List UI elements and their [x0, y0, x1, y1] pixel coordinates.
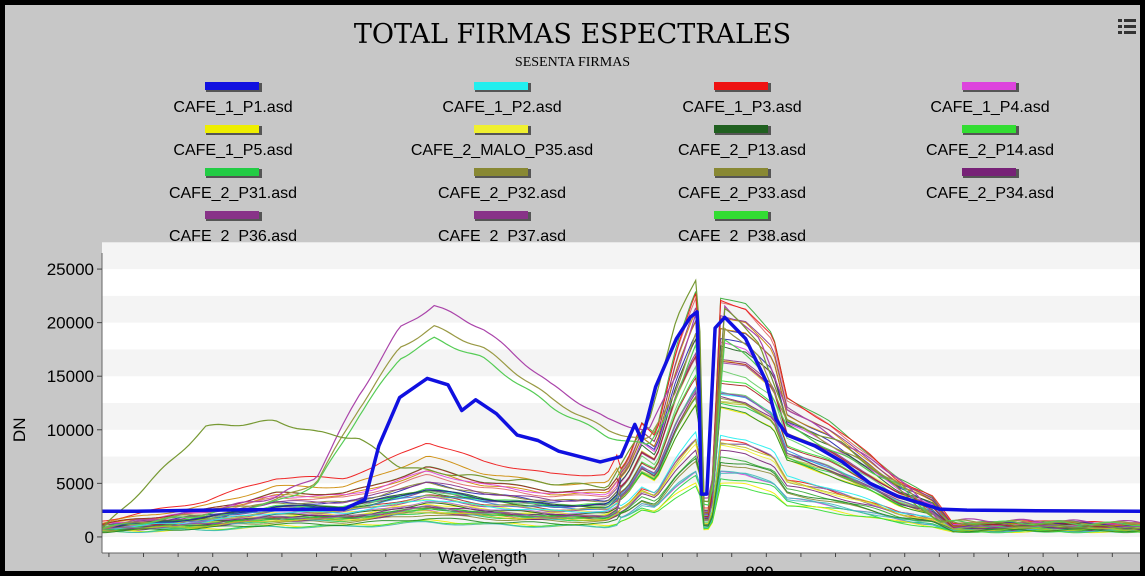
x-tick-label: 400	[192, 563, 220, 571]
legend-swatch	[205, 82, 259, 90]
y-tick-label: 15000	[47, 367, 94, 386]
signature-line	[101, 389, 1140, 530]
legend-label: CAFE_2_P34.asd	[926, 185, 1054, 202]
legend-swatch	[205, 168, 259, 176]
legend-swatch	[714, 82, 768, 90]
legend-swatch	[962, 168, 1016, 176]
legend: CAFE_1_P1.asd CAFE_1_P2.asd CAFE_1_P3.asd C…	[169, 82, 1054, 245]
legend-swatch	[714, 211, 768, 219]
legend-label: CAFE_2_P13.asd	[678, 142, 806, 159]
grid-band	[102, 349, 1140, 377]
legend-label: CAFE_2_P36.asd	[169, 228, 297, 245]
grid-band	[102, 295, 1140, 323]
chart-title: TOTAL FIRMAS ESPECTRALES	[353, 19, 792, 50]
legend-label: CAFE_2_MALO_P35.asd	[411, 142, 593, 159]
spectral-chart: CAFE_1_P1.asd CAFE_1_P2.asd CAFE_1_P3.asd C…	[10, 82, 1140, 571]
legend-label: CAFE_1_P1.asd	[173, 99, 292, 116]
signature-line	[101, 325, 1140, 530]
signature-line	[101, 304, 1140, 529]
legend-label: CAFE_2_P31.asd	[169, 185, 297, 202]
legend-label: CAFE_2_P33.asd	[678, 185, 806, 202]
x-tick-label: 700	[607, 563, 635, 571]
grid-band	[102, 242, 1140, 270]
x-tick-label: 900	[884, 563, 912, 571]
legend-swatch	[205, 125, 259, 133]
legend-swatch	[962, 125, 1016, 133]
y-tick-label: 0	[85, 528, 94, 547]
signature-line	[101, 439, 1140, 532]
grid-band	[102, 403, 1140, 430]
legend-swatch	[474, 211, 528, 219]
legend-label: CAFE_1_P2.asd	[442, 99, 561, 116]
chart-subtitle: SESENTA FIRMAS	[514, 55, 631, 70]
y-axis-label: DN	[10, 418, 29, 443]
legend-swatch	[205, 211, 259, 219]
y-tick-label: 20000	[47, 314, 94, 333]
legend-list-icon[interactable]	[1118, 17, 1136, 39]
legend-label: CAFE_1_P3.asd	[682, 99, 801, 116]
legend-label: CAFE_2_P37.asd	[438, 228, 566, 245]
legend-swatch	[474, 82, 528, 90]
plot-area	[101, 242, 1140, 553]
legend-swatch	[714, 125, 768, 133]
legend-label: CAFE_1_P5.asd	[173, 142, 292, 159]
legend-swatch	[714, 168, 768, 176]
chart-panel: TOTAL FIRMAS ESPECTRALES SESENTA FIRMAS …	[5, 5, 1140, 571]
x-tick-label: 800	[745, 563, 773, 571]
x-tick-label: 500	[330, 563, 358, 571]
series-cafe-1-p1	[102, 310, 1140, 513]
signature-line	[101, 336, 1140, 530]
legend-label: CAFE_2_P32.asd	[438, 185, 566, 202]
x-tick-label: 1000	[1017, 563, 1055, 571]
legend-swatch	[474, 125, 528, 133]
legend-label: CAFE_2_P38.asd	[678, 228, 806, 245]
legend-label: CAFE_1_P4.asd	[930, 99, 1049, 116]
x-tick-label: 600	[468, 563, 496, 571]
y-tick-label: 5000	[56, 474, 94, 493]
signature-line	[101, 391, 1140, 531]
axes: 0 5000 10000 15000 20000 25000 400 500 600 700 800…	[10, 253, 1140, 571]
x-axis-label: Wavelength	[438, 548, 527, 567]
signature-line	[101, 278, 1140, 530]
signature-line	[101, 457, 1140, 534]
y-tick-label: 25000	[47, 260, 94, 279]
legend-swatch	[474, 168, 528, 176]
legend-swatch	[962, 82, 1016, 90]
y-tick-label: 10000	[47, 421, 94, 440]
legend-label: CAFE_2_P14.asd	[926, 142, 1054, 159]
